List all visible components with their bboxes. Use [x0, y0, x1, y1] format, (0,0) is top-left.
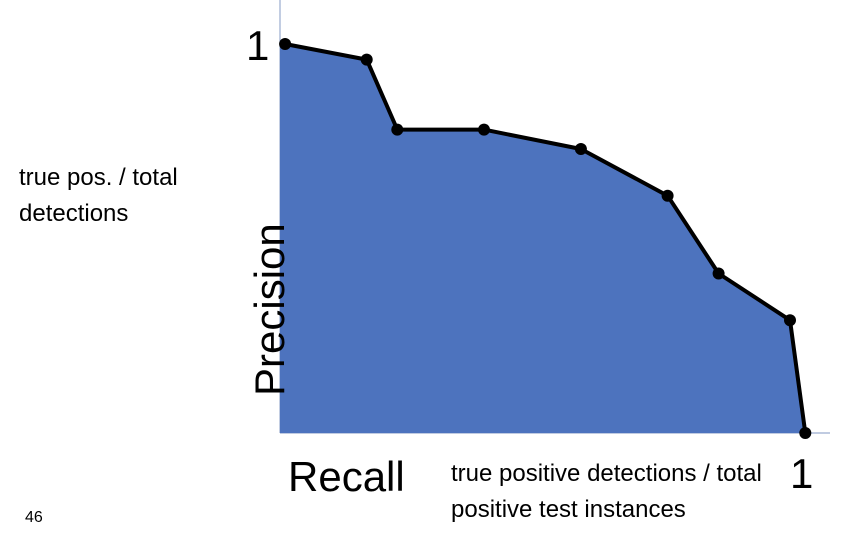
- pr-points: [279, 38, 812, 439]
- x-axis-definition: true positive detections / total positiv…: [451, 460, 762, 523]
- x-axis-title: Recall: [288, 453, 405, 500]
- y-tick-label-1: 1: [246, 22, 270, 69]
- pr-point-1: [360, 53, 373, 66]
- pr-point-3: [478, 123, 490, 136]
- pr-point-7: [784, 314, 796, 327]
- y-axis-definition: true pos. / total detections: [19, 164, 178, 227]
- pr-point-2: [391, 123, 404, 136]
- pr-point-0: [279, 38, 292, 50]
- x-tick-label-1: 1: [790, 450, 814, 497]
- pr-point-4: [574, 143, 587, 155]
- page-number: 46: [25, 509, 43, 526]
- pr-point-6: [712, 267, 725, 280]
- pr-area-fill: [280, 44, 806, 433]
- pr-point-8: [799, 427, 812, 439]
- y-axis-title: Precision: [246, 223, 293, 396]
- pr-point-5: [661, 189, 674, 202]
